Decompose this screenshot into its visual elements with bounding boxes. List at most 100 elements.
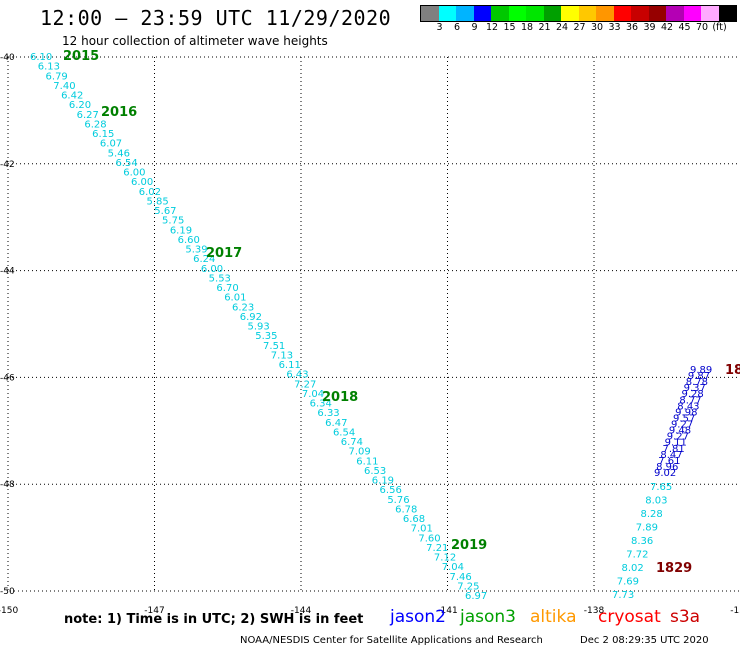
- swh-value: 6.23: [232, 302, 254, 313]
- swh-value: 8.43: [677, 401, 699, 412]
- swh-value: 6.00: [131, 177, 153, 188]
- swh-value: 8.03: [645, 496, 667, 507]
- time-label: 1829: [656, 561, 692, 576]
- swh-value: 6.97: [465, 591, 487, 602]
- scale-swatch: [508, 6, 526, 21]
- swh-value: 6.19: [372, 476, 394, 487]
- swh-value: 6.00: [123, 168, 145, 179]
- swh-value: 5.35: [255, 331, 277, 342]
- swh-value: 6.11: [356, 456, 378, 467]
- swh-value: 6.11: [279, 360, 301, 371]
- lon-tick-label: -147: [144, 606, 164, 616]
- scale-swatch: [456, 6, 474, 21]
- swh-value: 6.02: [139, 187, 161, 198]
- time-label: 18: [725, 363, 740, 378]
- swh-value: 7.01: [411, 524, 433, 535]
- plot-frame: [7, 56, 740, 592]
- map-title: 12:00 – 23:59 UTC 11/29/2020: [40, 6, 392, 30]
- scale-swatch: [666, 6, 684, 21]
- scale-label: 3: [436, 22, 443, 33]
- scale-swatch: [561, 6, 579, 21]
- swh-value: 6.28: [84, 119, 106, 130]
- scale-swatch: [613, 6, 631, 21]
- swh-value: 6.34: [310, 399, 332, 410]
- swh-value: 6.33: [317, 408, 339, 419]
- swh-value: 5.93: [248, 322, 270, 333]
- scale-label: 36: [625, 22, 639, 33]
- swh-value: 8.78: [686, 377, 708, 388]
- swh-value: 5.46: [108, 148, 130, 159]
- satellite-jason2: jason2: [390, 607, 446, 627]
- swh-value: 7.60: [418, 533, 440, 544]
- swh-value: 6.78: [395, 504, 417, 515]
- swh-value: 7.73: [612, 590, 634, 601]
- swh-value: 6.68: [403, 514, 425, 525]
- scale-swatch: [543, 6, 561, 21]
- swh-value: 6.74: [341, 437, 363, 448]
- swh-value: 8.47: [660, 450, 682, 461]
- swh-value: 6.56: [380, 485, 402, 496]
- swh-value: 9.27: [667, 432, 689, 443]
- swh-value: 8.77: [679, 395, 701, 406]
- swh-value: 8.02: [622, 563, 644, 574]
- swh-value: 6.00: [201, 264, 223, 275]
- lat-tick-label: -48: [0, 480, 15, 490]
- swh-value: 7.13: [271, 350, 293, 361]
- swh-value: 7.12: [434, 553, 456, 564]
- swh-value: 6.79: [46, 71, 68, 82]
- lat-tick-label: -40: [0, 53, 15, 63]
- note-text: note: 1) Time is in UTC; 2) SWH is in fe…: [64, 612, 364, 627]
- swh-value: 7.09: [348, 447, 370, 458]
- lon-tick-label: -141: [437, 606, 457, 616]
- scale-swatch: [683, 6, 701, 21]
- scale-label: 42: [660, 22, 674, 33]
- swh-value: 6.53: [364, 466, 386, 477]
- time-label: 2016: [101, 105, 137, 120]
- map-subtitle: 12 hour collection of altimeter wave hei…: [62, 34, 328, 48]
- swh-value: 5.53: [209, 273, 231, 284]
- swh-value: 6.92: [240, 312, 262, 323]
- satellite-altika: altika: [530, 607, 577, 627]
- swh-value: 8.36: [631, 536, 653, 547]
- swh-value: 7.81: [662, 444, 684, 455]
- lon-tick-label: -135: [730, 606, 740, 616]
- footer-date: Dec 2 08:29:35 UTC 2020: [580, 635, 709, 646]
- swh-value: 6.47: [325, 418, 347, 429]
- swh-value: 7.61: [658, 456, 680, 467]
- satellite-jason3: jason3: [460, 607, 516, 627]
- scale-swatch: [438, 6, 456, 21]
- swh-value: 9.28: [682, 389, 704, 400]
- lat-tick-label: -50: [0, 587, 15, 597]
- swh-value: 7.46: [449, 572, 471, 583]
- swh-value: 6.24: [193, 254, 215, 265]
- swh-value: 8.96: [656, 462, 678, 473]
- swh-value: 9.11: [665, 438, 687, 449]
- swh-value: 9.57: [673, 413, 695, 424]
- scale-swatch: [648, 6, 666, 21]
- swh-value: 5.76: [387, 495, 409, 506]
- swh-value: 7.21: [426, 543, 448, 554]
- swh-value: 5.39: [185, 245, 207, 256]
- swh-value: 9.89: [690, 365, 712, 376]
- scale-label: (ft): [712, 22, 727, 33]
- time-label: 2018: [322, 390, 358, 405]
- swh-value: 7.51: [263, 341, 285, 352]
- swh-value: 6.54: [333, 427, 355, 438]
- scale-swatch: [596, 6, 614, 21]
- scale-swatch: [473, 6, 491, 21]
- swh-value: 5.67: [154, 206, 176, 217]
- scale-label: 30: [590, 22, 604, 33]
- scale-label: 70: [695, 22, 709, 33]
- scale-swatch: [421, 6, 439, 21]
- swh-value: 8.28: [641, 509, 663, 520]
- swh-value: 6.13: [38, 62, 60, 73]
- swh-value: 9.37: [684, 383, 706, 394]
- swh-value: 7.04: [302, 389, 324, 400]
- footer-credit: NOAA/NESDIS Center for Satellite Applica…: [240, 635, 543, 646]
- swh-value: 6.70: [216, 283, 238, 294]
- color-scale-labels: 3 6 9 12 15 18 21 24 27 30 33 36 39 42 45 70 (ft): [420, 22, 740, 36]
- scale-label: 27: [573, 22, 586, 33]
- scale-label: 12: [485, 22, 499, 33]
- swh-value: 7.89: [636, 523, 658, 534]
